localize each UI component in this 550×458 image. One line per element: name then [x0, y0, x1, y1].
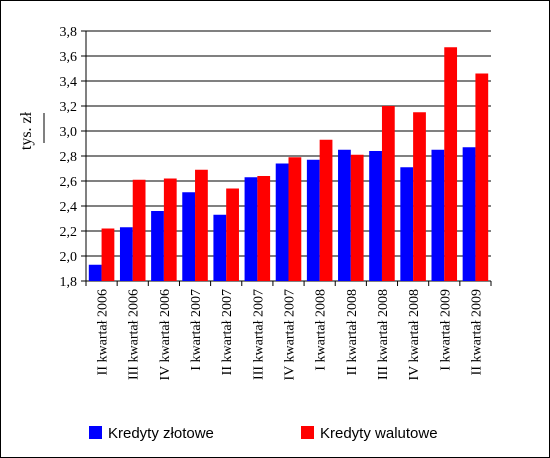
- x-category-label: I kwartał 2007: [189, 289, 204, 371]
- bar-kredyty-walutowe: [101, 228, 115, 281]
- x-category-label: III kwartał 2006: [127, 289, 142, 380]
- y-tick-label: 2,6: [60, 175, 78, 190]
- y-tick-label: 3,2: [60, 100, 78, 115]
- bar-kredyty-zlotowe: [88, 264, 102, 281]
- x-category-label: I kwartał 2008: [314, 289, 329, 371]
- bar-kredyty-walutowe: [413, 112, 426, 281]
- bar-kredyty-walutowe: [475, 73, 489, 281]
- x-category-label: II kwartał 2007: [220, 289, 235, 375]
- bar-kredyty-zlotowe: [213, 214, 227, 281]
- bar-kredyty-zlotowe: [400, 167, 414, 281]
- x-category-label: III kwartał 2008: [376, 289, 391, 380]
- bar-kredyty-walutowe: [163, 178, 177, 281]
- x-category-label: III kwartał 2007: [251, 289, 266, 380]
- bar-kredyty-zlotowe: [431, 149, 445, 281]
- bar-kredyty-walutowe: [195, 169, 208, 281]
- y-tick-label: 2,2: [60, 225, 78, 240]
- x-category-label: IV kwartał 2007: [283, 289, 298, 381]
- y-tick-label: 1,8: [60, 275, 78, 290]
- x-category-label: II kwartał 2008: [345, 289, 360, 375]
- bar-kredyty-walutowe: [288, 157, 302, 281]
- bar-kredyty-zlotowe: [119, 227, 133, 281]
- y-tick-label: 3,4: [60, 75, 78, 90]
- bar-kredyty-walutowe: [319, 139, 333, 281]
- y-tick-label: 2,8: [60, 150, 78, 165]
- bar-kredyty-zlotowe: [369, 151, 382, 281]
- bar-kredyty-zlotowe: [275, 163, 289, 281]
- x-category-label: IV kwartał 2006: [158, 289, 173, 381]
- x-category-label: IV kwartał 2008: [407, 289, 422, 381]
- legend-swatch: [301, 426, 314, 439]
- bar-kredyty-walutowe: [257, 176, 271, 281]
- bar-kredyty-zlotowe: [151, 211, 164, 281]
- bar-kredyty-walutowe: [381, 106, 395, 281]
- bar-kredyty-zlotowe: [244, 177, 258, 281]
- y-tick-label: 2,0: [60, 250, 78, 265]
- y-axis-title: tys. zł: [18, 111, 35, 150]
- legend-label: Kredyty złotowe: [108, 425, 214, 442]
- bar-kredyty-walutowe: [444, 47, 458, 281]
- bar-kredyty-walutowe: [226, 188, 239, 281]
- bar-kredyty-zlotowe: [306, 159, 320, 281]
- legend-label: Kredyty walutowe: [320, 425, 438, 442]
- bar-kredyty-walutowe: [350, 154, 364, 281]
- y-tick-label: 3,0: [60, 125, 78, 140]
- x-category-label: I kwartał 2009: [438, 289, 453, 371]
- bar-kredyty-zlotowe: [462, 147, 476, 281]
- y-tick-label: 3,8: [60, 25, 78, 40]
- y-tick-label: 2,4: [60, 200, 78, 215]
- bar-kredyty-zlotowe: [182, 192, 196, 281]
- x-category-label: II kwartał 2006: [96, 289, 111, 375]
- bar-kredyty-walutowe: [132, 179, 146, 281]
- x-category-label: II kwartał 2009: [469, 289, 484, 375]
- bar-kredyty-zlotowe: [338, 149, 351, 281]
- legend-swatch: [89, 426, 102, 439]
- y-tick-label: 3,6: [60, 50, 78, 65]
